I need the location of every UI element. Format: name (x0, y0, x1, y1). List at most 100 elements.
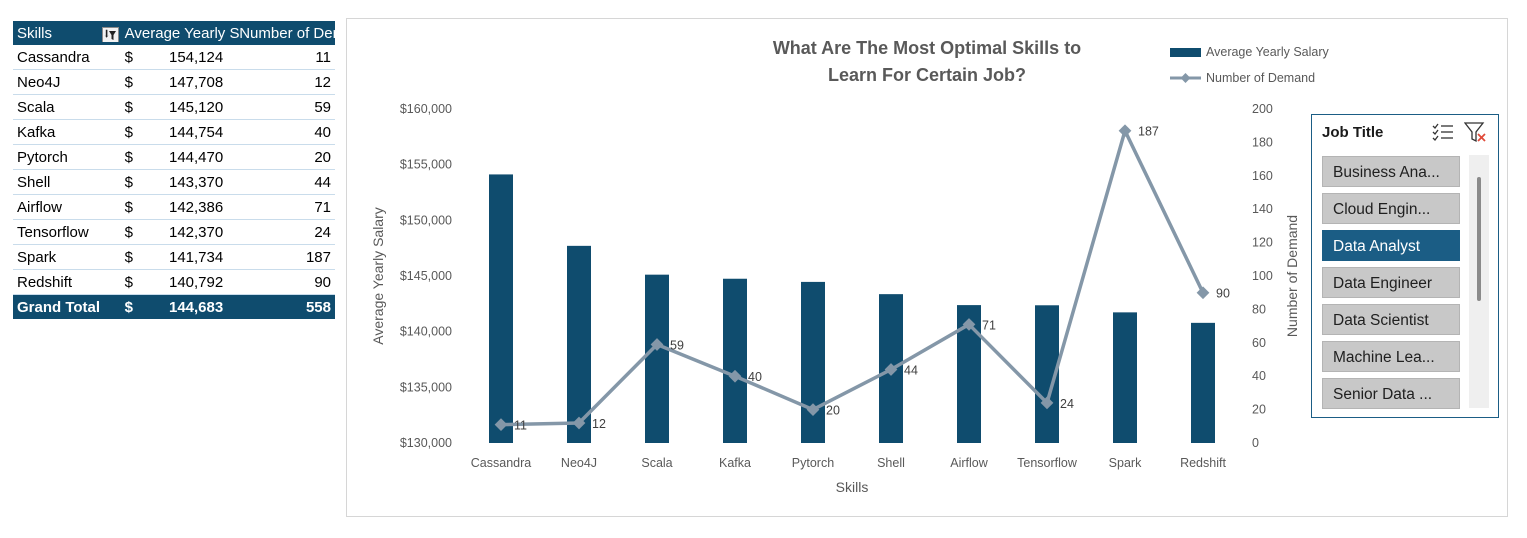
y2-tick-label: 140 (1252, 202, 1273, 216)
y-tick-label: $155,000 (400, 158, 452, 172)
pivot-cell-salary: $154,124 (121, 49, 236, 66)
legend-label-salary: Average Yearly Salary (1206, 45, 1329, 59)
pivot-row[interactable]: Airflow $142,386 71 (13, 195, 335, 220)
pivot-cell-salary: $147,708 (121, 74, 236, 91)
y-tick-label: $135,000 (400, 380, 452, 394)
pivot-row[interactable]: Kafka $144,754 40 (13, 120, 335, 145)
pivot-cell-skill: Pytorch (17, 148, 68, 166)
pivot-cell-salary-value: 142,370 (168, 223, 224, 241)
filter-sort-glyph (104, 29, 116, 40)
x-tick-label: Spark (1109, 456, 1142, 470)
demand-line (500, 128, 1205, 427)
grand-total-currency: $ (124, 298, 134, 316)
demand-data-label: 40 (748, 370, 762, 384)
pivot-cell-currency: $ (124, 173, 134, 191)
pivot-cell-currency: $ (124, 148, 134, 166)
pivot-cell-salary: $140,792 (121, 274, 236, 291)
x-tick-label: Cassandra (471, 456, 531, 470)
pivot-cell-currency: $ (124, 273, 134, 291)
pivot-row[interactable]: Cassandra $154,124 11 (13, 45, 335, 70)
slicer-item[interactable]: Data Scientist (1322, 304, 1460, 335)
x-tick-label: Redshift (1180, 456, 1226, 470)
y2-tick-label: 60 (1252, 336, 1266, 350)
job-title-slicer[interactable]: Job Title (1311, 114, 1499, 418)
legend-item-demand: Number of Demand (1170, 65, 1329, 91)
salary-bar (801, 281, 825, 443)
demand-data-label: 90 (1216, 287, 1230, 301)
demand-marker (1118, 124, 1132, 138)
slicer-scrollbar[interactable] (1469, 155, 1489, 408)
pivot-cell-salary: $142,370 (121, 224, 236, 241)
pivot-cell-skill: Redshift (17, 273, 73, 291)
pivot-cell-salary-value: 154,124 (168, 48, 224, 66)
pivot-cell-currency: $ (124, 248, 134, 266)
chart-title: What Are The Most Optimal Skills to Lear… (727, 35, 1127, 89)
y2-tick-label: 200 (1252, 102, 1273, 116)
y-tick-label: $140,000 (400, 325, 452, 339)
y2-tick-label: 0 (1252, 436, 1259, 450)
legend-item-salary: Average Yearly Salary (1170, 39, 1329, 65)
pivot-cell-currency: $ (124, 98, 134, 116)
demand-data-label: 187 (1138, 125, 1159, 139)
y-tick-label: $160,000 (400, 102, 452, 116)
chart-title-line1: What Are The Most Optimal Skills to (772, 38, 1082, 58)
pivot-cell-skill: Tensorflow (17, 223, 89, 241)
pivot-header-avg[interactable]: Average Yearly Salary (124, 24, 240, 42)
clear-filter-icon[interactable] (1464, 122, 1488, 144)
chart-title-line2: Learn For Certain Job? (827, 65, 1027, 85)
demand-data-label: 24 (1060, 397, 1074, 411)
pivot-row[interactable]: Neo4J $147,708 12 (13, 70, 335, 95)
slicer-item[interactable]: Data Analyst (1322, 230, 1460, 261)
pivot-row[interactable]: Scala $145,120 59 (13, 95, 335, 120)
pivot-cell-salary-value: 144,470 (168, 148, 224, 166)
demand-marker (1196, 286, 1210, 300)
pivot-cell-salary-value: 144,754 (168, 123, 224, 141)
x-tick-label: Tensorflow (1017, 456, 1078, 470)
y-tick-label: $150,000 (400, 213, 452, 227)
pivot-header-skills-label: Skills (17, 24, 53, 42)
pivot-cell-salary-value: 142,386 (168, 198, 224, 216)
pivot-cell-skill: Scala (17, 98, 55, 116)
multi-select-icon[interactable] (1432, 122, 1454, 142)
y-axis-title: Average Yearly Salary (370, 207, 386, 345)
pivot-cell-salary-value: 140,792 (168, 273, 224, 291)
pivot-cell-demand: 40 (314, 123, 331, 141)
slicer-scrollbar-thumb[interactable] (1477, 177, 1481, 301)
chart-panel[interactable]: $130,000 $135,000 $140,000 $145,000 $150,000… (346, 18, 1508, 517)
pivot-row[interactable]: Pytorch $144,470 20 (13, 145, 335, 170)
x-tick-label: Kafka (719, 456, 751, 470)
demand-data-label: 71 (982, 318, 996, 332)
salary-bar (1191, 322, 1215, 443)
y2-tick-label: 100 (1252, 269, 1273, 283)
y2-tick-label: 40 (1252, 369, 1266, 383)
pivot-row[interactable]: Tensorflow $142,370 24 (13, 220, 335, 245)
pivot-header-demand[interactable]: Number of Demand (239, 24, 335, 42)
pivot-header-skills[interactable]: Skills (13, 25, 121, 42)
filter-sort-icon[interactable] (101, 26, 119, 42)
pivot-row[interactable]: Redshift $140,792 90 (13, 270, 335, 295)
salary-bar (567, 245, 591, 443)
pivot-row[interactable]: Spark $141,734 187 (13, 245, 335, 270)
y2-tick-label: 180 (1252, 135, 1273, 149)
slicer-item[interactable]: Machine Lea... (1322, 341, 1460, 372)
pivot-cell-salary: $144,470 (121, 149, 236, 166)
pivot-cell-currency: $ (124, 73, 134, 91)
pivot-cell-currency: $ (124, 223, 134, 241)
demand-data-label: 11 (514, 419, 527, 433)
pivot-header-row: Skills Average Yearly Salary Number of D… (13, 21, 335, 45)
pivot-cell-currency: $ (124, 123, 134, 141)
salary-bar (723, 278, 747, 443)
pivot-cell-skill: Neo4J (17, 73, 61, 91)
pivot-cell-salary: $143,370 (121, 174, 236, 191)
slicer-item[interactable]: Data Engineer (1322, 267, 1460, 298)
slicer-item[interactable]: Cloud Engin... (1322, 193, 1460, 224)
x-axis-title: Skills (836, 479, 869, 495)
pivot-cell-demand: 12 (314, 73, 331, 91)
pivot-row[interactable]: Shell $143,370 44 (13, 170, 335, 195)
pivot-cell-demand: 11 (315, 48, 331, 66)
pivot-cell-demand: 187 (305, 248, 331, 266)
slicer-item[interactable]: Senior Data ... (1322, 378, 1460, 409)
x-tick-label: Neo4J (561, 456, 597, 470)
slicer-item[interactable]: Business Ana... (1322, 156, 1460, 187)
y2-tick-label: 120 (1252, 236, 1273, 250)
